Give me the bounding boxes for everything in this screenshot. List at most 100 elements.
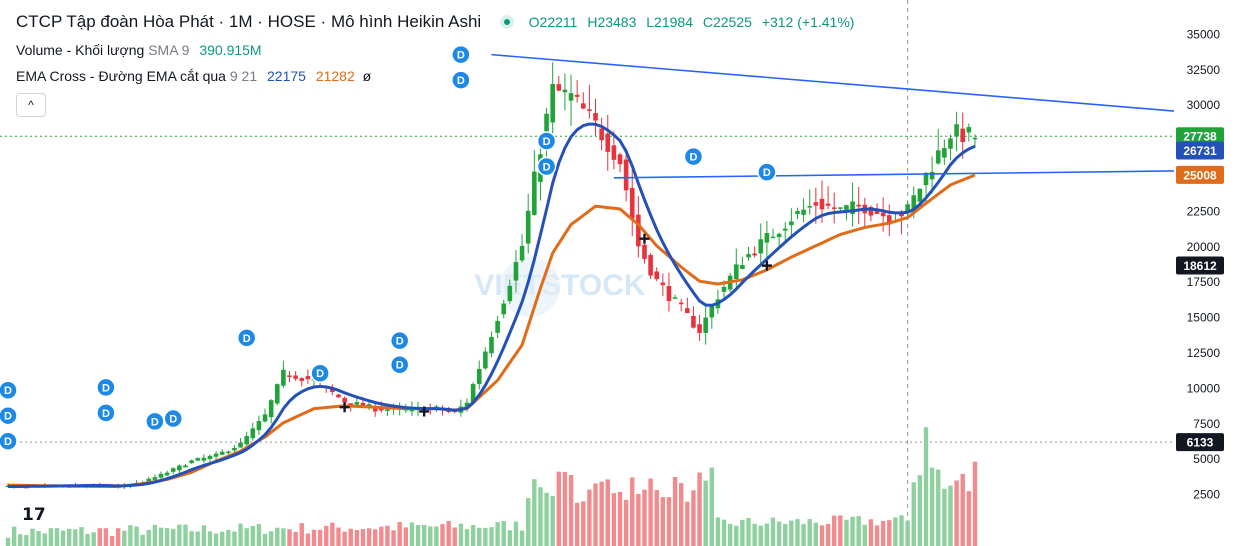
volume-bar	[477, 527, 482, 546]
candle-body	[685, 308, 690, 314]
volume-bar	[832, 515, 837, 546]
chart-title-row: CTCP Tập đoàn Hòa Phát · 1M · HOSE · Mô …	[16, 12, 860, 32]
candle-body	[605, 133, 611, 152]
volume-legend[interactable]: Volume - Khối lượng SMA 9 390.915M	[16, 42, 262, 58]
price-badge	[1176, 433, 1224, 452]
volume-bar	[36, 531, 41, 546]
volume-bar	[342, 531, 347, 546]
volume-bar	[183, 524, 188, 546]
volume-bar	[715, 517, 721, 546]
candle-body	[177, 465, 182, 471]
candle-body	[226, 451, 231, 454]
volume-bar	[550, 495, 555, 546]
volume-bar	[752, 523, 757, 546]
ohlc-change: +312 (+1.41%)	[761, 14, 855, 30]
volume-bar	[158, 527, 164, 546]
candle-body	[611, 145, 617, 160]
volume-bar	[587, 489, 592, 546]
volume-bar	[972, 461, 978, 546]
candle-body	[354, 402, 360, 405]
volume-bar	[905, 520, 910, 546]
volume-bar	[293, 531, 298, 546]
dividend-marker	[451, 70, 471, 90]
collapse-legend-button[interactable]: ^	[16, 93, 46, 117]
volume-bar	[103, 528, 109, 546]
tradingview-logo[interactable]: 17	[22, 505, 56, 527]
candle-body	[929, 171, 935, 180]
volume-bar	[495, 522, 500, 546]
volume-bar	[330, 522, 335, 546]
candle-body	[250, 428, 256, 439]
volume-bar	[746, 517, 751, 546]
ema-zero: ø	[362, 68, 372, 84]
candle-body	[464, 402, 470, 407]
volume-bar	[666, 497, 672, 546]
ema-legend[interactable]: EMA Cross - Đường EMA cắt qua 9 21 22175…	[16, 68, 371, 84]
candle-body	[868, 206, 874, 216]
candle-body	[507, 285, 513, 302]
volume-bar	[740, 519, 745, 546]
volume-bar	[911, 482, 916, 546]
volume-bar	[556, 471, 561, 546]
dividend-marker-label: D	[169, 414, 177, 426]
tradingview-logo-text: 17	[22, 505, 46, 525]
ohlc-high: H23483	[587, 14, 637, 30]
candle-body	[256, 421, 262, 431]
price-tick-label: 22500	[1187, 204, 1221, 218]
dividend-marker	[236, 328, 257, 348]
volume-bar	[617, 491, 623, 546]
candle-body	[238, 442, 243, 448]
candle-body	[207, 455, 213, 460]
volume-bar	[360, 529, 366, 546]
volume-bar	[428, 526, 433, 546]
volume-bar	[134, 526, 139, 546]
volume-bar	[366, 528, 372, 546]
volume-bar	[189, 531, 194, 546]
ema-slow-value: 21282	[315, 68, 355, 84]
candle-body	[623, 159, 629, 191]
candle-body	[825, 203, 831, 206]
volume-bar	[177, 524, 182, 546]
volume-bar	[42, 533, 47, 546]
candle-body	[170, 468, 176, 472]
volume-bar	[109, 535, 115, 546]
candle-body	[807, 206, 813, 208]
dividend-marker	[96, 403, 116, 423]
volume-bar	[324, 525, 329, 546]
candle-body	[721, 286, 727, 292]
dividend-marker-label: D	[396, 360, 404, 372]
volume-bar	[862, 524, 867, 546]
volume-bar	[501, 521, 506, 546]
candle-body	[195, 458, 201, 461]
candle-body	[935, 150, 941, 164]
volume-bar	[30, 528, 35, 546]
candle-body	[923, 172, 929, 186]
candle-body	[678, 302, 684, 305]
candle-body	[385, 409, 390, 411]
volume-bar	[299, 523, 304, 546]
price-badge-label: 27738	[1183, 130, 1217, 144]
candle-body	[287, 375, 292, 377]
volume-bar	[207, 531, 213, 546]
candle-body	[954, 124, 959, 137]
volume-bar	[421, 524, 427, 546]
dividend-marker-label: D	[689, 152, 697, 164]
dividend-marker	[0, 431, 18, 451]
candle-body	[293, 375, 298, 379]
ema-label: EMA Cross - Đường EMA cắt qua	[16, 68, 226, 84]
dividend-marker-label: D	[316, 368, 324, 380]
price-badge	[1176, 141, 1224, 160]
dividend-marker-label: D	[457, 75, 465, 87]
candle-body	[336, 394, 341, 398]
volume-bar	[923, 427, 929, 546]
dividend-marker	[310, 363, 330, 383]
price-tick-label: 10000	[1187, 381, 1221, 395]
candle-body	[691, 315, 696, 328]
volume-bar	[856, 516, 861, 546]
price-tick-label: 5000	[1193, 452, 1220, 466]
ema-cross-marker	[339, 402, 350, 413]
volume-bar	[770, 517, 776, 546]
volume-bar	[67, 528, 72, 546]
candle-body	[654, 271, 660, 280]
